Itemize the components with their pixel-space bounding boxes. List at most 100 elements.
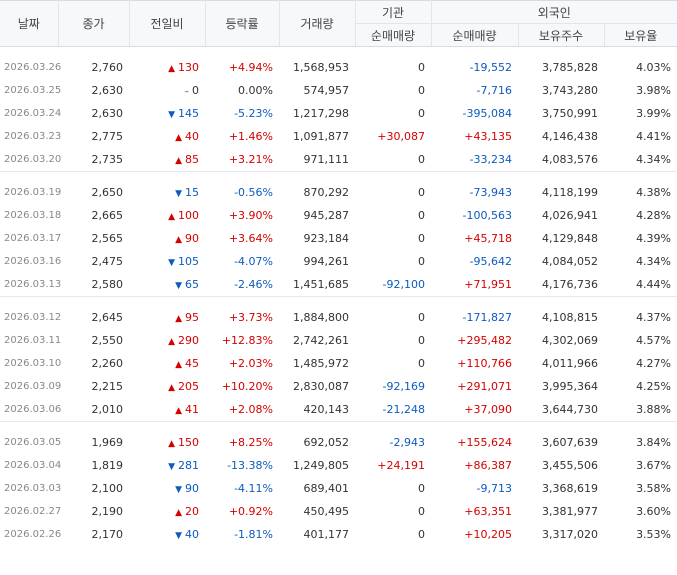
rate-cell: +1.46%	[228, 130, 273, 143]
change-value: 100	[178, 209, 199, 222]
holdings-cell: 4,011,966	[542, 357, 598, 370]
date-cell: 2026.02.26	[4, 529, 62, 540]
rate-cell: +3.64%	[228, 232, 273, 245]
table-row: 2026.03.19 2,650 ▼ 15 -0.56% 870,292 0 -73,943 4…	[0, 181, 677, 204]
change-cell: ▼ 65	[129, 273, 205, 297]
rate-cell: +3.73%	[228, 311, 273, 324]
date-cell: 2026.03.11	[4, 335, 62, 346]
foreign-net-cell: -95,642	[469, 255, 512, 268]
change-cell: ▲ 20	[129, 500, 205, 523]
change-value: 45	[185, 357, 199, 370]
foreign-net-cell: +295,482	[457, 334, 512, 347]
change-value: 41	[185, 403, 199, 416]
foreign-net-cell: -9,713	[476, 482, 512, 495]
down-arrow-icon: ▼	[168, 110, 175, 120]
close-cell: 2,550	[91, 334, 124, 347]
inst-net-cell: 0	[418, 209, 425, 222]
rate-cell: +3.21%	[228, 153, 273, 166]
table-row: 2026.03.13 2,580 ▼ 65 -2.46% 1,451,685 -92,100…	[0, 273, 677, 297]
ratio-cell: 3.88%	[636, 403, 672, 416]
table-row: 2026.03.06 2,010 ▲ 41 +2.08% 420,143 -21,248 +3…	[0, 398, 677, 422]
change-cell: ▲ 90	[129, 227, 205, 250]
up-arrow-icon: ▲	[168, 439, 175, 449]
table-row: 2026.03.24 2,630 ▼ 145 -5.23% 1,217,298 0 -395,…	[0, 102, 677, 125]
change-value: 105	[178, 255, 199, 268]
holdings-cell: 3,381,977	[542, 505, 598, 518]
change-value: 145	[178, 107, 199, 120]
volume-cell: 401,177	[303, 528, 350, 541]
change-cell: ▲ 95	[129, 306, 205, 329]
up-arrow-icon: ▲	[168, 383, 175, 393]
volume-cell: 1,568,953	[293, 61, 349, 74]
down-arrow-icon: ▼	[175, 531, 182, 541]
table-row: 2026.03.18 2,665 ▲ 100 +3.90% 945,287 0 -100,56…	[0, 204, 677, 227]
ratio-cell: 3.99%	[636, 107, 672, 120]
ratio-cell: 4.44%	[636, 278, 672, 291]
change-value: 95	[185, 311, 199, 324]
date-cell: 2026.03.17	[4, 233, 62, 244]
rate-cell: -2.46%	[234, 278, 273, 291]
inst-net-cell: 0	[418, 84, 425, 97]
foreign-net-cell: +86,387	[464, 459, 512, 472]
change-value: 205	[178, 380, 199, 393]
change-cell: ▲ 130	[129, 56, 205, 79]
holdings-cell: 4,146,438	[542, 130, 598, 143]
foreign-net-cell: +43,135	[464, 130, 512, 143]
table-row: 2026.03.03 2,100 ▼ 90 -4.11% 689,401 0 -9,713 3,…	[0, 477, 677, 500]
close-cell: 2,665	[91, 209, 124, 222]
foreign-net-cell: +155,624	[457, 436, 512, 449]
rate-cell: +2.08%	[228, 403, 273, 416]
foreign-net-cell: +37,090	[464, 403, 512, 416]
ratio-cell: 4.34%	[636, 153, 672, 166]
ratio-cell: 4.34%	[636, 255, 672, 268]
holdings-cell: 4,026,941	[542, 209, 598, 222]
change-value: 85	[185, 153, 199, 166]
holdings-cell: 4,118,199	[542, 186, 598, 199]
holdings-cell: 3,995,364	[542, 380, 598, 393]
inst-net-cell: 0	[418, 357, 425, 370]
close-cell: 2,215	[91, 380, 124, 393]
ratio-cell: 3.58%	[636, 482, 672, 495]
rate-cell: +8.25%	[228, 436, 273, 449]
header-inst-net: 순매매량	[354, 23, 431, 47]
foreign-net-cell: +63,351	[464, 505, 512, 518]
up-arrow-icon: ▲	[175, 235, 182, 245]
rate-cell: +3.90%	[228, 209, 273, 222]
table-row: 2026.03.26 2,760 ▲ 130 +4.94% 1,568,953 0 -19,5…	[0, 56, 677, 79]
table-row: 2026.03.09 2,215 ▲ 205 +10.20% 2,830,087 -92,1…	[0, 375, 677, 398]
ratio-cell: 3.84%	[636, 436, 672, 449]
change-value: 290	[178, 334, 199, 347]
foreign-net-cell: +71,951	[464, 278, 512, 291]
rate-cell: 0.00%	[238, 84, 273, 97]
up-arrow-icon: ▲	[175, 133, 182, 143]
inst-net-cell: 0	[418, 311, 425, 324]
ratio-cell: 4.27%	[636, 357, 672, 370]
foreign-net-cell: +291,071	[457, 380, 512, 393]
date-cell: 2026.03.18	[4, 210, 62, 221]
up-arrow-icon: ▲	[175, 508, 182, 518]
header-change: 전일비	[128, 0, 205, 47]
volume-cell: 971,111	[303, 153, 350, 166]
inst-net-cell: -92,169	[382, 380, 425, 393]
volume-cell: 1,249,805	[293, 459, 349, 472]
date-cell: 2026.03.13	[4, 279, 62, 290]
date-cell: 2026.03.23	[4, 131, 62, 142]
volume-cell: 923,184	[303, 232, 350, 245]
close-cell: 2,190	[91, 505, 124, 518]
down-arrow-icon: ▼	[175, 485, 182, 495]
ratio-cell: 4.38%	[636, 186, 672, 199]
inst-net-cell: +24,191	[377, 459, 425, 472]
volume-cell: 420,143	[303, 403, 350, 416]
ratio-cell: 3.67%	[636, 459, 672, 472]
inst-net-cell: 0	[418, 107, 425, 120]
header-foreign-net: 순매매량	[430, 23, 518, 47]
change-value: 0	[192, 84, 199, 97]
ratio-cell: 4.41%	[636, 130, 672, 143]
date-cell: 2026.03.24	[4, 108, 62, 119]
holdings-cell: 3,750,991	[542, 107, 598, 120]
holdings-cell: 4,083,576	[542, 153, 598, 166]
foreign-net-cell: -395,084	[462, 107, 512, 120]
group-separator	[0, 421, 677, 422]
inst-net-cell: 0	[418, 61, 425, 74]
header-foreign: 외국인	[430, 0, 677, 24]
